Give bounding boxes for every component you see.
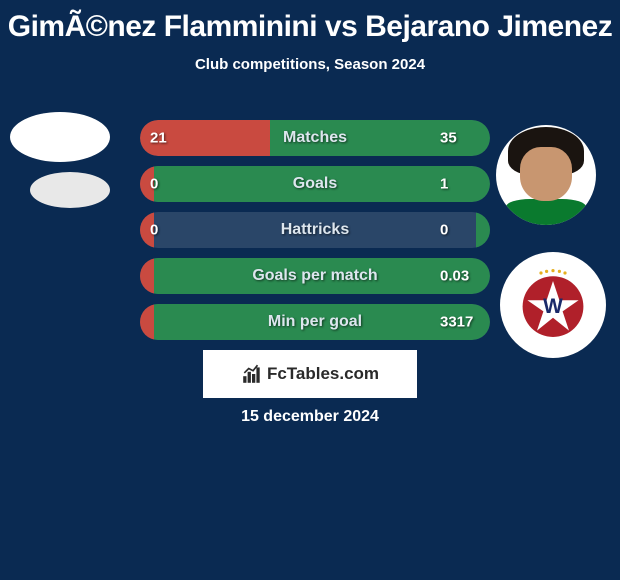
infographic-container: GimÃ©nez Flamminini vs Bejarano Jimenez … — [0, 0, 620, 580]
stat-bar-left — [140, 120, 270, 156]
stat-row: Goals01 — [0, 166, 620, 202]
stat-bar-bg — [140, 120, 490, 156]
stat-bar-left — [140, 258, 154, 294]
season-subtitle: Club competitions, Season 2024 — [0, 56, 620, 73]
chart-icon — [241, 363, 263, 385]
stat-bar-bg — [140, 212, 490, 248]
stat-bar-right — [476, 212, 490, 248]
stat-bar-left — [140, 212, 154, 248]
stat-row: Goals per match0.03 — [0, 258, 620, 294]
stat-bar-left — [140, 166, 154, 202]
stat-row: Min per goal3317 — [0, 304, 620, 340]
stat-bar-bg — [140, 304, 490, 340]
footer-date: 15 december 2024 — [0, 408, 620, 426]
branding-label: FcTables.com — [267, 364, 379, 384]
stat-bar-bg — [140, 258, 490, 294]
page-title: GimÃ©nez Flamminini vs Bejarano Jimenez — [0, 0, 620, 44]
stat-bar-right — [154, 304, 490, 340]
stat-bar-left — [140, 304, 154, 340]
stat-bar-right — [154, 166, 490, 202]
stat-bar-right — [154, 258, 490, 294]
stat-row: Hattricks00 — [0, 212, 620, 248]
stats-area: Matches2135 Goals01 Hattricks00 Goals per m… — [0, 120, 620, 350]
stat-bar-bg — [140, 166, 490, 202]
stat-row: Matches2135 — [0, 120, 620, 156]
branding-box: FcTables.com — [203, 350, 417, 398]
stat-bar-right — [270, 120, 491, 156]
